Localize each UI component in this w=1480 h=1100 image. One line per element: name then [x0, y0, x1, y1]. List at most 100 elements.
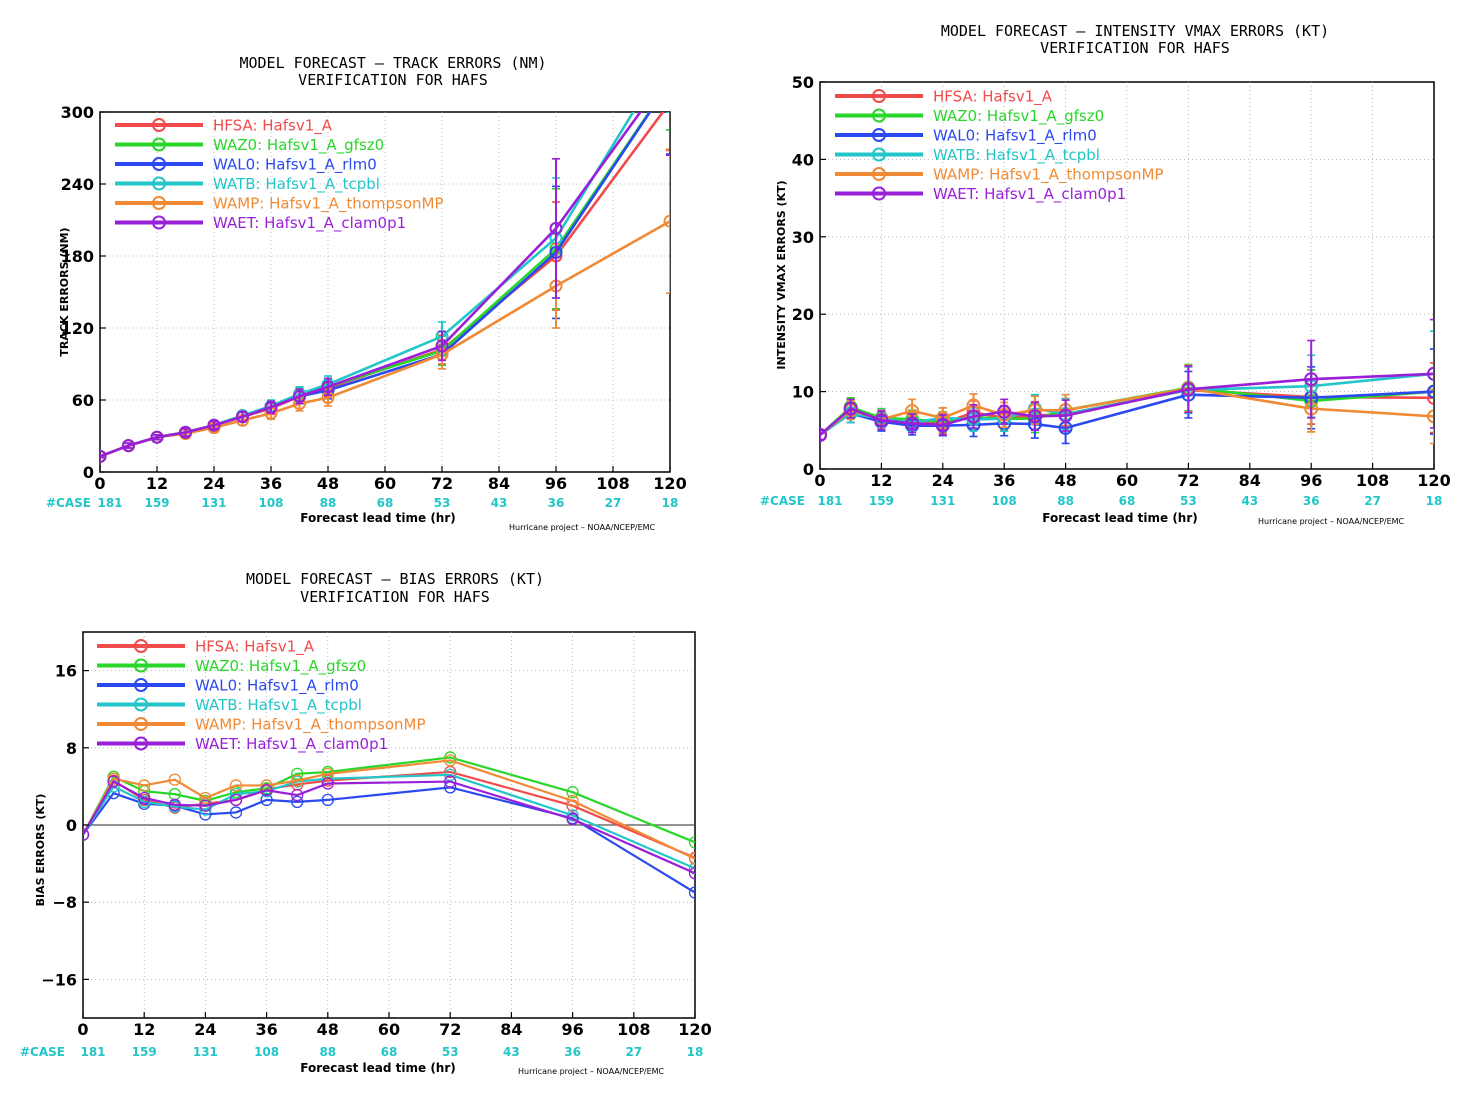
series-group	[83, 751, 695, 899]
case-count: 131	[930, 494, 955, 508]
x-tick-label: 0	[814, 471, 825, 490]
data-point	[291, 788, 304, 802]
legend-swatch-marker	[872, 128, 886, 142]
legend-label: HFSA: Hafsv1_A	[213, 117, 333, 136]
x-tick-labels: 0 12 24 36 48 60 72 84 96 108 120	[77, 1012, 712, 1039]
case-count: 18	[687, 1045, 704, 1059]
x-tick-label: 12	[870, 471, 892, 490]
case-label: #CASE	[20, 1045, 65, 1059]
x-tick-label: 84	[488, 474, 510, 493]
data-point	[291, 774, 304, 787]
case-count: 53	[434, 496, 451, 510]
case-count: 131	[193, 1045, 218, 1059]
series-waet	[83, 775, 695, 880]
y-tick-label: 0	[83, 463, 94, 482]
data-point	[874, 413, 889, 428]
legend-swatch-marker	[152, 196, 166, 210]
case-count: 27	[1364, 494, 1381, 508]
legend-label: WAL0: Hafsv1_A_rlm0	[213, 156, 377, 175]
x-tick-label: 48	[1054, 471, 1076, 490]
x-tick-label: 120	[653, 474, 686, 493]
data-point	[229, 779, 243, 792]
data-point	[444, 775, 457, 788]
case-count: 88	[1057, 494, 1074, 508]
data-point	[321, 767, 334, 781]
case-count: 53	[1180, 494, 1197, 508]
data-point	[1427, 409, 1434, 424]
x-axis-label: Forecast lead time (hr)	[300, 1061, 456, 1075]
x-tick-label: 48	[317, 1020, 339, 1039]
data-point	[321, 380, 335, 394]
series-waet	[100, 112, 670, 463]
data-point	[321, 793, 334, 807]
data-point	[150, 430, 164, 444]
data-point	[138, 795, 151, 808]
legend-label: WAET: Hafsv1_A_clam0p1	[213, 214, 406, 233]
data-point	[236, 410, 249, 424]
case-count: 88	[319, 1045, 336, 1059]
case-count: 18	[662, 496, 679, 510]
legend-label: WAL0: Hafsv1_A_rlm0	[933, 127, 1097, 146]
series-watb	[83, 768, 695, 875]
data-point	[566, 794, 579, 808]
x-tick-label: 96	[561, 1020, 583, 1039]
legend-swatch-marker	[152, 137, 166, 152]
case-count: 181	[97, 496, 122, 510]
data-point	[966, 409, 981, 424]
legend-label: WAMP: Hafsv1_A_thompsonMP	[195, 716, 426, 735]
data-point	[663, 214, 670, 228]
legend-label: WAMP: Hafsv1_A_thompsonMP	[933, 166, 1164, 185]
x-tick-labels: 0 12 24 36 48 60 72 84 96 108 120	[814, 463, 1451, 490]
data-point	[168, 798, 181, 811]
legend-label: WAL0: Hafsv1_A_rlm0	[195, 677, 359, 696]
data-point	[138, 779, 151, 792]
legend-swatch-marker	[152, 118, 166, 132]
legend-swatch-marker	[872, 186, 886, 201]
case-counts: 181 159 131 108 88 68 53 43 36 27 18	[817, 494, 1442, 508]
data-point	[1427, 366, 1434, 381]
legend-swatch-marker	[872, 89, 886, 103]
y-tick-label: 8	[66, 739, 77, 758]
y-tick-label: −8	[52, 893, 77, 912]
case-count: 36	[548, 496, 565, 510]
legend-swatch-marker	[134, 678, 148, 692]
credit-text: Hurricane project – NOAA/NCEP/EMC	[509, 523, 656, 532]
intensity-errors-chart: MODEL FORECAST – INTENSITY VMAX ERRORS (…	[760, 22, 1451, 526]
case-count: 68	[381, 1045, 398, 1059]
data-point	[122, 439, 135, 453]
x-tick-label: 120	[1417, 471, 1450, 490]
data-point	[1304, 372, 1319, 387]
case-count: 68	[1119, 494, 1136, 508]
data-point	[566, 809, 579, 822]
y-tick-label: 60	[72, 391, 94, 410]
y-tick-label: 10	[792, 383, 814, 402]
y-tick-label: 30	[792, 228, 814, 247]
case-count: 36	[564, 1045, 581, 1059]
credit-text: Hurricane project – NOAA/NCEP/EMC	[1258, 517, 1405, 526]
data-point	[107, 772, 120, 785]
x-tick-label: 36	[255, 1020, 277, 1039]
x-tick-label: 84	[1239, 471, 1261, 490]
data-point	[688, 836, 695, 849]
x-tick-label: 24	[932, 471, 954, 490]
case-count: 43	[503, 1045, 520, 1059]
chart-subtitle: VERIFICATION FOR HAFS	[298, 71, 488, 89]
chart-title: MODEL FORECAST – INTENSITY VMAX ERRORS (…	[941, 22, 1329, 40]
x-tick-label: 108	[617, 1020, 650, 1039]
series-group	[820, 318, 1434, 445]
chart-title: MODEL FORECAST – BIAS ERRORS (KT)	[246, 570, 544, 588]
y-axis-label: INTENSITY VMAX ERRORS (KT)	[775, 180, 788, 369]
case-count: 68	[377, 496, 394, 510]
case-count: 181	[80, 1045, 105, 1059]
x-tick-label: 96	[1300, 471, 1322, 490]
case-count: 159	[132, 1045, 157, 1059]
x-tick-label: 84	[500, 1020, 522, 1039]
y-tick-label: 240	[61, 175, 94, 194]
data-point	[100, 449, 107, 463]
legend-label: WAZ0: Hafsv1_A_gfsz0	[213, 136, 384, 155]
series-waz0	[100, 112, 670, 463]
x-tick-label: 12	[146, 474, 168, 493]
case-count: 108	[254, 1045, 279, 1059]
data-point	[1027, 409, 1042, 424]
